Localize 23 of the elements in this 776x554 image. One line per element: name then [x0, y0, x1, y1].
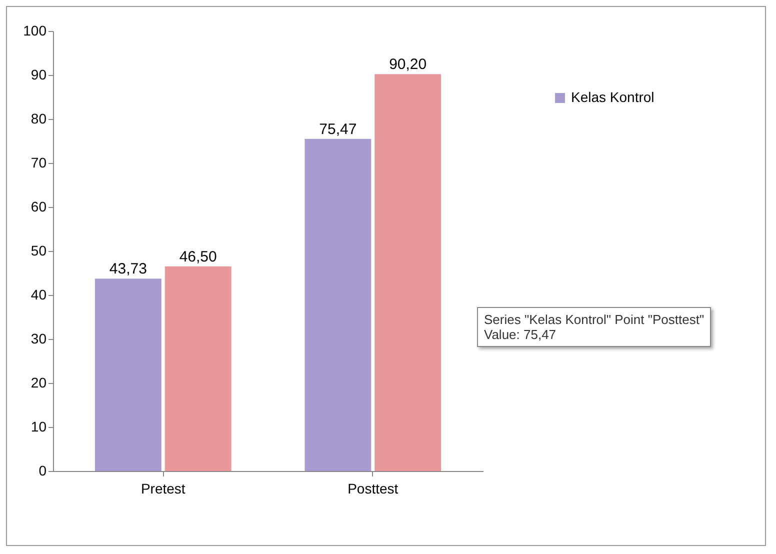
data-label: 43,73 [109, 260, 147, 278]
y-tick-label: 0 [38, 462, 47, 478]
y-tick-label: 80 [30, 110, 47, 126]
y-tick-label: 40 [30, 286, 47, 302]
data-label: 90,20 [389, 56, 427, 74]
y-tick-label: 70 [30, 154, 47, 170]
legend-label: Kelas Kontrol [571, 89, 654, 105]
y-tick-label: 90 [30, 66, 47, 82]
y-tick-label: 10 [30, 418, 47, 434]
y-tick-label: 60 [30, 198, 47, 214]
bar [374, 74, 442, 471]
y-tick-label: 50 [30, 242, 47, 258]
x-tick-label: Posttest [348, 480, 398, 496]
data-label: 46,50 [179, 248, 217, 266]
bar [94, 278, 162, 471]
bar [164, 266, 232, 471]
bar [304, 138, 372, 471]
y-tick-label: 100 [23, 22, 47, 38]
y-tick-label: 30 [30, 330, 47, 346]
text: Series "Kelas Kontrol" Point "Posttest" Value: 75,47 [477, 307, 712, 347]
x-tick-label: Pretest [140, 480, 186, 496]
data-label: 75,47 [319, 120, 357, 138]
y-tick-label: 20 [30, 374, 47, 390]
